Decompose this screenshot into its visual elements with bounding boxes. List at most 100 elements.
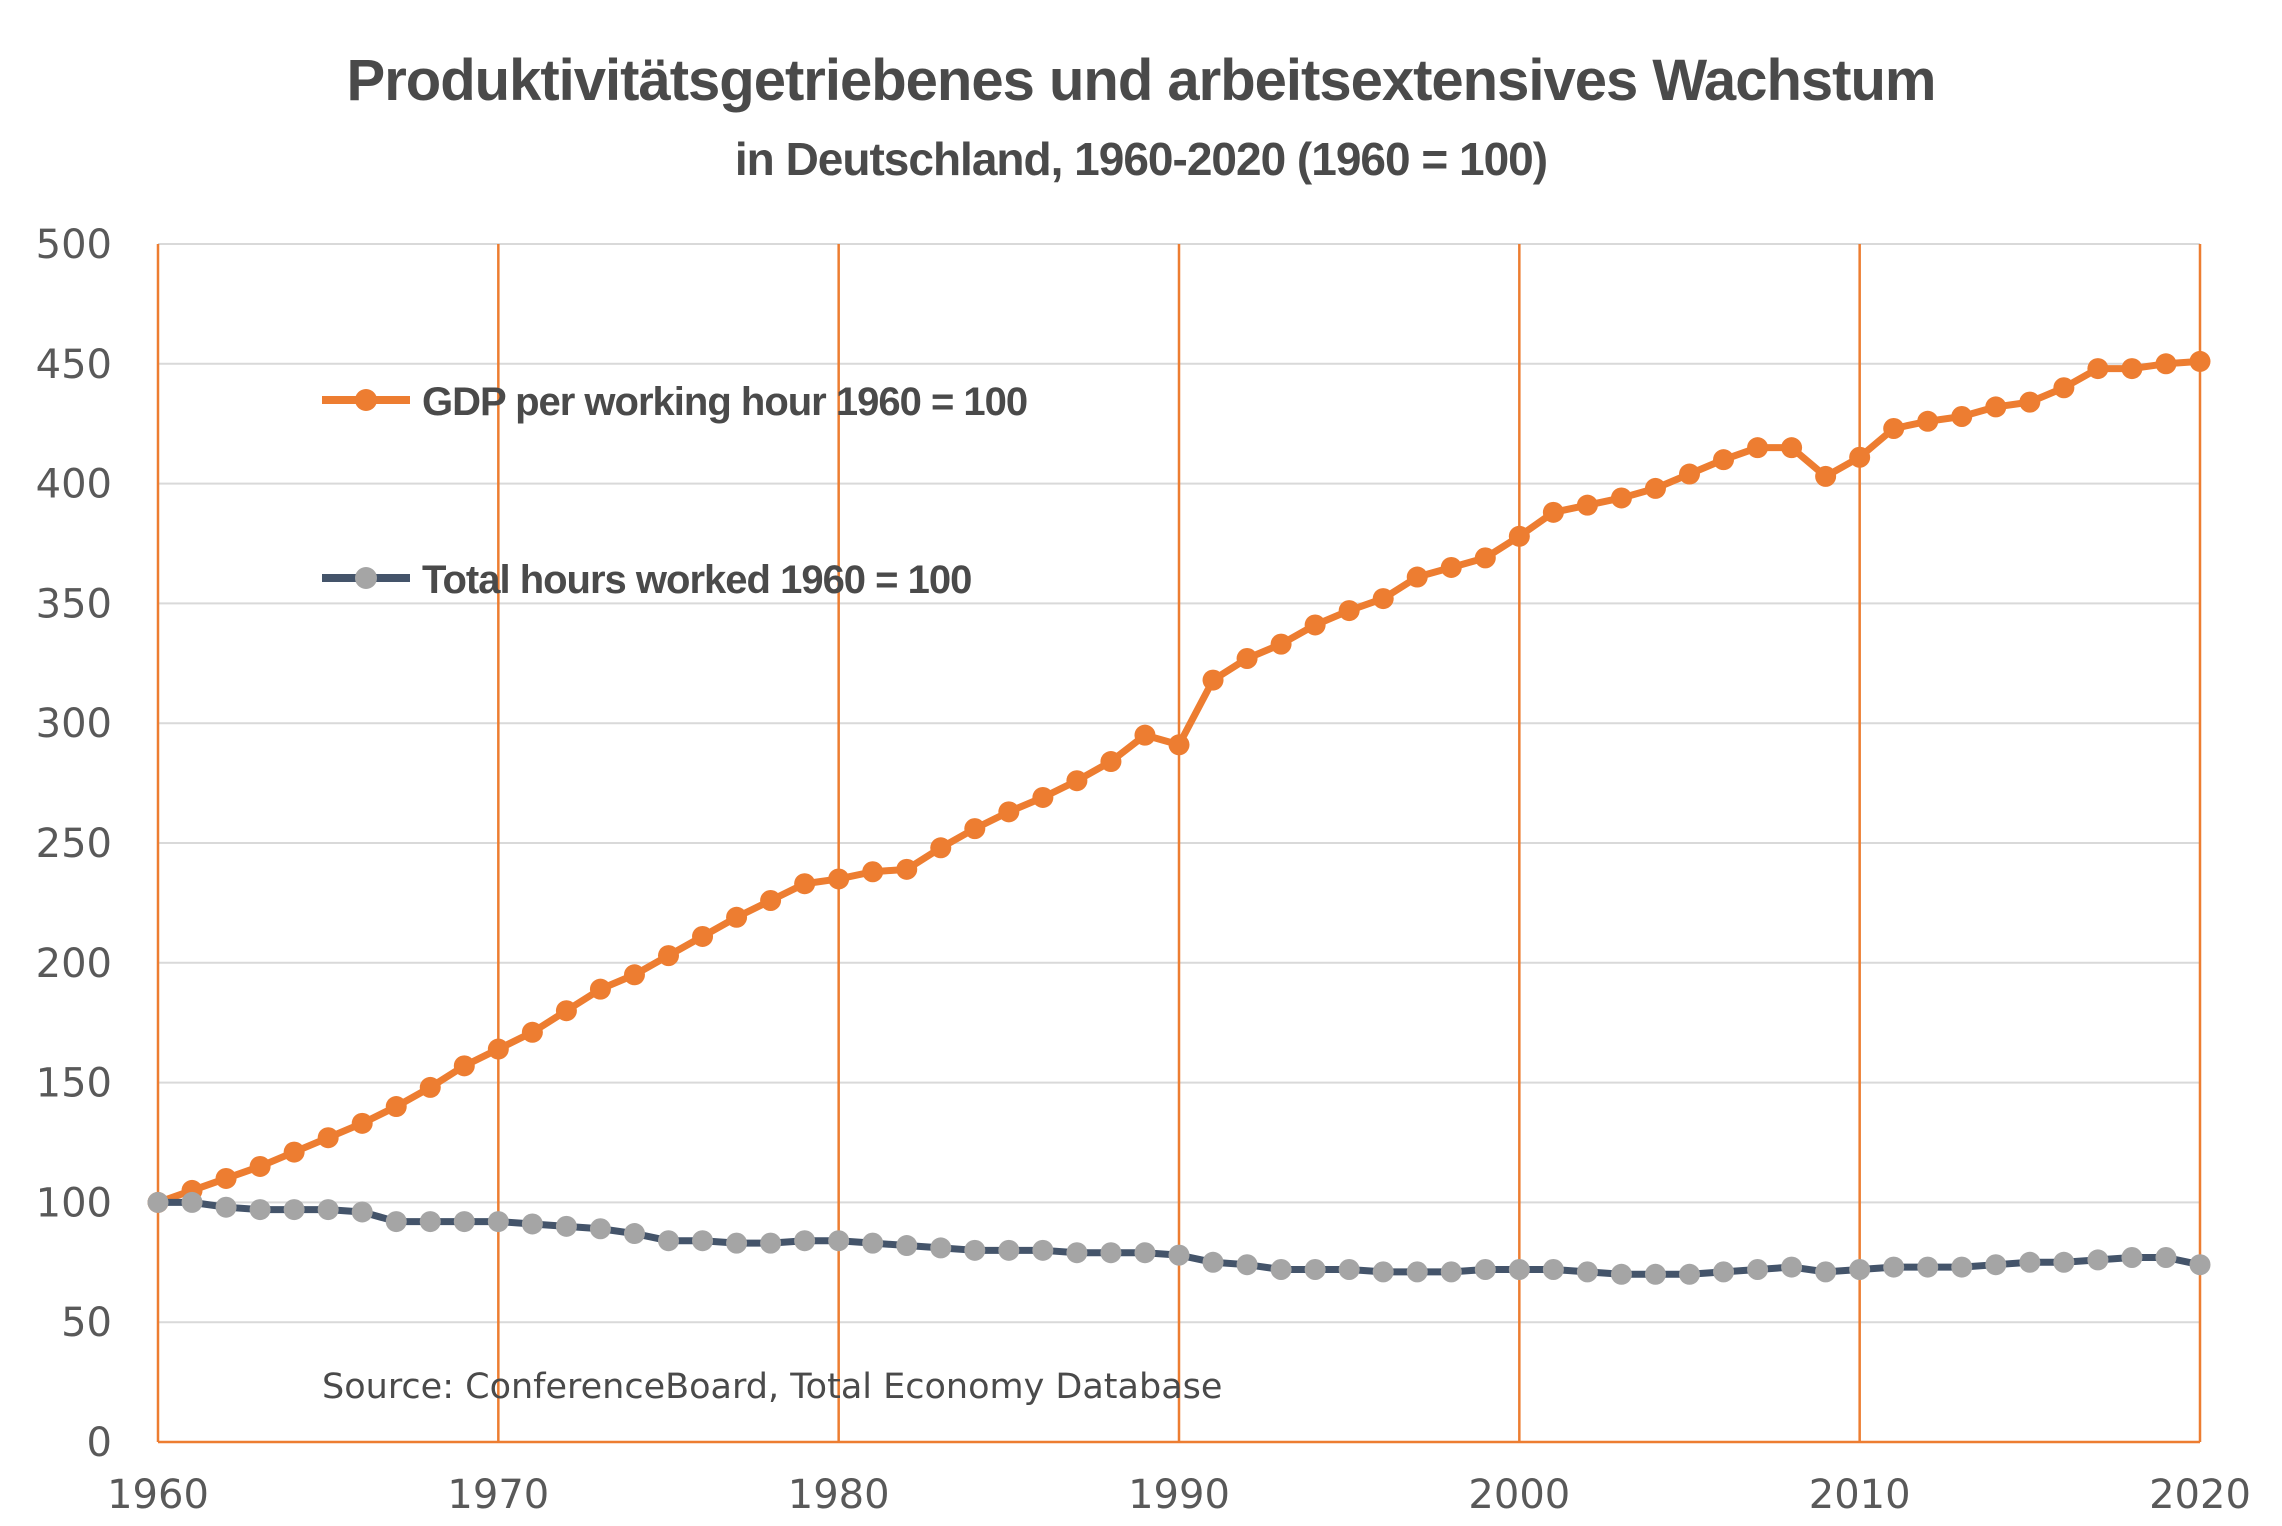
series-hours-point — [1440, 1261, 1462, 1283]
series-gdp-point — [1406, 566, 1428, 588]
series-gdp-point — [1270, 633, 1292, 655]
series-hours-point — [998, 1239, 1020, 1261]
series-hours-point — [1372, 1261, 1394, 1283]
series-gdp-point — [2121, 358, 2143, 380]
series-hours-point — [215, 1196, 237, 1218]
series-hours-point — [147, 1191, 169, 1213]
x-tick-label: 1970 — [447, 1472, 549, 1518]
series-gdp-point — [283, 1141, 305, 1163]
series-gdp-point — [1100, 751, 1122, 773]
tick-labels: 0 50 100 150 200 250 300 350 400 450 500 1960 1970 19… — [36, 222, 2251, 1518]
series-hours-point — [2189, 1254, 2211, 1276]
series-gdp-point — [1951, 406, 1973, 428]
series-gdp-point — [760, 890, 782, 912]
series-hours-point — [419, 1211, 441, 1233]
series-gdp-point — [1236, 648, 1258, 670]
series-hours-point — [1610, 1263, 1632, 1285]
series-gdp-point — [964, 818, 986, 840]
series-hours-point — [1815, 1261, 1837, 1283]
chart-subtitle: in Deutschland, 1960-2020 (1960 = 100) — [735, 133, 1547, 185]
series-hours-point — [1100, 1242, 1122, 1264]
series-gdp-point — [623, 964, 645, 986]
series-hours-point — [1406, 1261, 1428, 1283]
series-gdp-point — [1610, 487, 1632, 509]
series-gdp-point — [1576, 494, 1598, 516]
x-tick-label: 2020 — [2149, 1472, 2251, 1518]
series-gdp-point — [1815, 465, 1837, 487]
y-tick-label: 0 — [87, 1420, 112, 1466]
series-hours-point — [1304, 1258, 1326, 1280]
series-hours-point — [760, 1232, 782, 1254]
legend-hours-marker — [355, 567, 377, 589]
x-tick-label: 1960 — [107, 1472, 209, 1518]
series-hours-point — [351, 1201, 373, 1223]
series-gdp-point — [896, 858, 918, 880]
series-gdp-point — [658, 945, 679, 967]
legend-hours-label: Total hours worked 1960 = 100 — [422, 558, 971, 602]
series-hours-point — [1134, 1242, 1156, 1264]
series-gdp-point — [487, 1038, 509, 1060]
series-hours-point — [896, 1235, 918, 1257]
series-gdp-point — [1542, 501, 1564, 523]
series-gdp-point — [2155, 353, 2177, 375]
x-tick-label: 1990 — [1128, 1472, 1230, 1518]
legend-gdp-marker — [355, 389, 377, 411]
x-tick-label: 1980 — [788, 1472, 890, 1518]
series-gdp-point — [215, 1167, 237, 1189]
x-tick-label: 2000 — [1468, 1472, 1570, 1518]
series-gdp-point — [1134, 724, 1156, 746]
series-gdp-point — [419, 1076, 441, 1098]
series-gdp-point — [521, 1021, 543, 1043]
chart-title: Produktivitätsgetriebenes und arbeitsext… — [347, 48, 1936, 113]
series-gdp-point — [1440, 556, 1462, 578]
series-hours-point — [964, 1239, 986, 1261]
series-gdp-point — [726, 906, 748, 928]
series-gdp-point — [1644, 477, 1666, 499]
y-tick-label: 450 — [36, 342, 112, 388]
series-gdp-point — [862, 861, 884, 883]
series-gdp-point — [1713, 449, 1735, 471]
axes — [156, 244, 2200, 1444]
y-tick-label: 400 — [36, 462, 112, 508]
y-tick-label: 350 — [36, 581, 112, 627]
series-hours-point — [2155, 1247, 2177, 1269]
series-gdp-point — [351, 1112, 373, 1134]
series-hours-point — [726, 1232, 748, 1254]
y-tick-label: 50 — [61, 1300, 112, 1346]
y-tick-label: 200 — [36, 941, 112, 987]
source-note: Source: ConferenceBoard, Total Economy D… — [322, 1367, 1222, 1407]
series-hours-point — [385, 1211, 407, 1233]
series-hours-point — [1032, 1239, 1054, 1261]
series-hours-point — [658, 1230, 679, 1252]
series-gdp-point — [2189, 350, 2211, 372]
series-hours-point — [1576, 1261, 1598, 1283]
series-gdp-point — [1679, 463, 1700, 485]
series-hours-point — [249, 1199, 271, 1221]
series-hours-point — [2121, 1247, 2143, 1269]
y-tick-label: 100 — [36, 1180, 112, 1226]
series-gdp-point — [1508, 525, 1530, 547]
series-gdp-point — [317, 1127, 339, 1149]
y-tick-label: 150 — [36, 1061, 112, 1107]
series-gdp-point — [1747, 437, 1769, 459]
series-hours-point — [1747, 1258, 1769, 1280]
series-gdp-point — [1474, 547, 1496, 569]
series-hours-point — [555, 1215, 577, 1237]
series-gdp-point — [1372, 588, 1394, 610]
series-hours-point — [1066, 1242, 1088, 1264]
series-gdp-point — [1338, 600, 1360, 622]
series-gdp-point — [2087, 358, 2109, 380]
series-hours-point — [1849, 1258, 1871, 1280]
series-hours-point — [1713, 1261, 1735, 1283]
y-tick-label: 250 — [36, 821, 112, 867]
series-gdp-point — [794, 873, 816, 895]
x-tick-label: 2010 — [1809, 1472, 1911, 1518]
legend-gdp-label: GDP per working hour 1960 = 100 — [422, 380, 1027, 424]
series-gdp-point — [1202, 669, 1224, 691]
series-gdp-point — [692, 925, 714, 947]
series-gdp-point — [1066, 770, 1088, 792]
series-hours-point — [1270, 1258, 1292, 1280]
series-gdp-point — [1168, 734, 1190, 756]
series-gdp-point — [1917, 410, 1939, 432]
